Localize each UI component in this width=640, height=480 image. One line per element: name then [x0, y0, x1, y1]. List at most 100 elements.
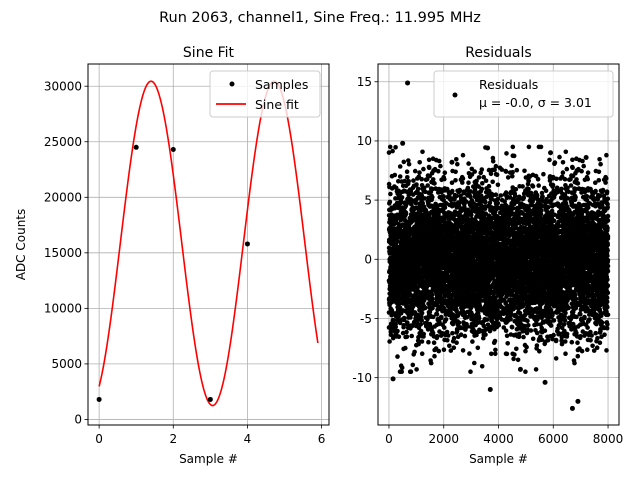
residual-point [399, 369, 405, 375]
sample-point [170, 147, 176, 153]
residual-point [493, 347, 498, 353]
residual-point [418, 322, 424, 327]
residual-point [515, 357, 521, 363]
residual-point [403, 210, 409, 215]
residual-point [430, 194, 435, 200]
residual-point [417, 170, 422, 175]
residual-point [479, 186, 485, 192]
residual-point [510, 169, 515, 175]
residual-point [426, 339, 431, 345]
sample-point [96, 396, 102, 402]
residual-point [498, 193, 504, 198]
residual-point [419, 176, 425, 182]
sample-point [207, 396, 213, 402]
residual-point [421, 185, 427, 191]
residual-point [414, 367, 419, 372]
residual-point [419, 310, 425, 316]
residual-point [417, 160, 423, 165]
residual-point [490, 159, 496, 164]
residual-point [505, 175, 511, 180]
residual-point [395, 328, 400, 334]
residual-point [441, 347, 447, 353]
residual-point [489, 351, 494, 357]
residual-point [404, 329, 409, 335]
residual-point [483, 178, 489, 183]
residual-point [487, 328, 493, 334]
residual-point [387, 199, 393, 205]
left-x-tick-label: 0 [95, 432, 103, 446]
residual-point [406, 158, 411, 163]
residual-point [397, 164, 403, 169]
residual-point [496, 322, 502, 328]
residual-point [509, 324, 515, 330]
residual-point [449, 180, 455, 185]
residual-point [455, 313, 461, 319]
residual-point [493, 192, 499, 197]
residual-point [396, 179, 401, 184]
legend-fit-label: Sine fit [255, 97, 299, 112]
left-x-tick-label: 4 [244, 432, 252, 446]
residual-point [424, 177, 430, 182]
residual-point [495, 182, 501, 188]
residual-point [425, 316, 430, 322]
residual-point [451, 335, 457, 341]
residual-point [511, 153, 517, 159]
residual-point [456, 320, 462, 326]
residual-point [495, 200, 501, 206]
residual-point [404, 169, 410, 174]
residual-point [480, 181, 485, 186]
residual-point [504, 351, 510, 357]
residual-point [466, 161, 471, 166]
sine-fit-y-axis-label: ADC Counts [14, 209, 28, 281]
residual-point [483, 332, 488, 337]
residual-point [432, 353, 437, 359]
residual-point [442, 205, 448, 210]
residual-point [415, 321, 420, 326]
residual-point [493, 163, 499, 169]
residual-point [486, 183, 492, 189]
residual-point [416, 341, 421, 347]
residual-point [505, 341, 511, 346]
residual-point [514, 167, 520, 173]
residual-point [442, 170, 448, 175]
residual-point [426, 157, 432, 163]
residual-point [418, 328, 424, 334]
residuals-plot [386, 80, 611, 411]
residual-point [456, 200, 462, 205]
residual-point [443, 317, 449, 322]
residual-point [430, 177, 436, 182]
residual-point [472, 169, 478, 174]
residual-point [460, 180, 465, 185]
residual-point [514, 346, 519, 352]
residual-point [511, 356, 516, 362]
residual-point [396, 334, 402, 340]
residual-point [445, 338, 450, 343]
residual-point [390, 148, 395, 154]
left-y-tick-label: 0 [74, 413, 82, 427]
residual-point [446, 333, 451, 338]
sine-fit-title: Sine Fit [183, 45, 235, 61]
residual-point [393, 145, 398, 150]
residual-point [470, 339, 475, 344]
residuals-panel: Residuals 0 2000 4000 6000 8000 -10-5051015 … [352, 45, 623, 466]
residual-point [521, 334, 526, 340]
residual-point [419, 314, 424, 319]
residual-point [412, 168, 418, 174]
residual-point [462, 333, 468, 339]
sine-fit-curve [98, 80, 319, 407]
residual-point [426, 165, 432, 171]
residual-point [475, 345, 481, 351]
residual-point [512, 352, 517, 357]
residual-point [401, 323, 407, 328]
residual-point [454, 340, 459, 346]
residual-point [405, 322, 410, 327]
residual-point [444, 329, 450, 335]
residual-point [490, 179, 496, 185]
residual-point [395, 354, 400, 359]
residual-point [460, 176, 466, 181]
residual-point [510, 173, 515, 179]
residual-point [404, 334, 410, 340]
residual-point [457, 187, 463, 193]
